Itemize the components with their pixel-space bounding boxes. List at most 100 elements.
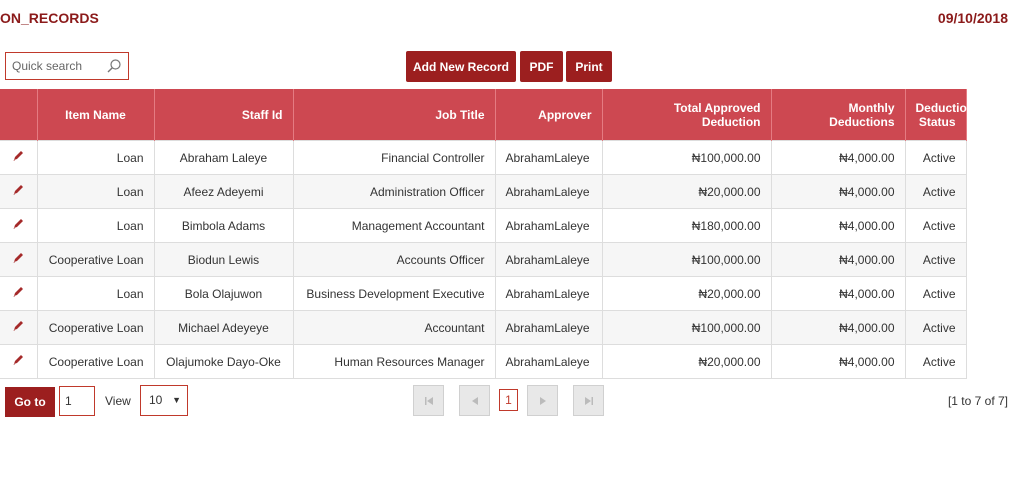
monthly-deductions-cell: ₦4,000.00 xyxy=(771,344,906,379)
col-header-total-approved-deduction[interactable]: Total Approved Deduction xyxy=(602,89,772,141)
job-title-cell: Administration Officer xyxy=(293,174,496,209)
deduction-status-cell: Active xyxy=(905,310,967,345)
staff-id-cell: Olajumoke Dayo-Oke xyxy=(154,344,294,379)
page-size-select[interactable]: 10 ▼ xyxy=(140,385,188,416)
deduction-status-cell: Active xyxy=(905,242,967,277)
approver-cell: AbrahamLaleye xyxy=(495,208,603,243)
records-table: Item Name Staff Id Job Title Approver To… xyxy=(0,89,974,379)
col-header-edit xyxy=(0,89,38,141)
next-page-icon xyxy=(539,396,546,405)
col-header-monthly-deductions[interactable]: Monthly Deductions xyxy=(771,89,906,141)
item-name-cell: Loan xyxy=(37,276,155,311)
item-name-cell: Loan xyxy=(37,174,155,209)
table-row[interactable]: Loan Bimbola Adams Management Accountant Ab… xyxy=(0,208,967,243)
pencil-icon[interactable] xyxy=(12,184,24,196)
pencil-icon[interactable] xyxy=(12,150,24,162)
item-name-cell: Cooperative Loan xyxy=(37,310,155,345)
current-date: 09/10/2018 xyxy=(937,10,1008,26)
pencil-icon[interactable] xyxy=(12,218,24,230)
staff-id-cell: Afeez Adeyemi xyxy=(154,174,294,209)
staff-id-cell: Bimbola Adams xyxy=(154,208,294,243)
pencil-icon[interactable] xyxy=(12,320,24,332)
edit-cell xyxy=(0,174,38,209)
table-row[interactable]: Loan Bola Olajuwon Business Development Ex… xyxy=(0,276,967,311)
total-approved-deduction-cell: ₦20,000.00 xyxy=(602,276,772,311)
staff-id-cell: Bola Olajuwon xyxy=(154,276,294,311)
total-approved-deduction-cell: ₦100,000.00 xyxy=(602,310,772,345)
pencil-icon[interactable] xyxy=(12,286,24,298)
approver-cell: AbrahamLaleye xyxy=(495,310,603,345)
deduction-status-cell: Active xyxy=(905,276,967,311)
table-row[interactable]: Cooperative Loan Michael Adeyeye Accountan… xyxy=(0,310,967,345)
edit-cell xyxy=(0,344,38,379)
add-new-record-button[interactable]: Add New Record xyxy=(406,51,516,82)
first-page-icon xyxy=(424,396,433,405)
monthly-deductions-cell: ₦4,000.00 xyxy=(771,174,906,209)
approver-cell: AbrahamLaleye xyxy=(495,174,603,209)
staff-id-cell: Abraham Laleye xyxy=(154,140,294,175)
previous-page-button[interactable] xyxy=(459,385,490,416)
last-page-button[interactable] xyxy=(573,385,604,416)
total-approved-deduction-cell: ₦100,000.00 xyxy=(602,242,772,277)
deduction-status-cell: Active xyxy=(905,344,967,379)
page-number-input[interactable]: 1 xyxy=(59,386,95,416)
caret-down-icon: ▼ xyxy=(172,395,181,405)
staff-id-cell: Michael Adeyeye xyxy=(154,310,294,345)
col-header-job-title[interactable]: Job Title xyxy=(293,89,496,141)
last-page-icon xyxy=(584,396,593,405)
job-title-cell: Accounts Officer xyxy=(293,242,496,277)
monthly-deductions-cell: ₦4,000.00 xyxy=(771,140,906,175)
table-row[interactable]: Loan Afeez Adeyemi Administration Officer A… xyxy=(0,174,967,209)
previous-page-icon xyxy=(471,396,478,405)
approver-cell: AbrahamLaleye xyxy=(495,242,603,277)
total-approved-deduction-cell: ₦100,000.00 xyxy=(602,140,772,175)
table-header-row: Item Name Staff Id Job Title Approver To… xyxy=(0,89,974,141)
table-row[interactable]: Loan Abraham Laleye Financial Controller Ab… xyxy=(0,140,967,175)
deduction-status-cell: Active xyxy=(905,174,967,209)
deduction-status-cell: Active xyxy=(905,208,967,243)
table-row[interactable]: Cooperative Loan Olajumoke Dayo-Oke Human … xyxy=(0,344,967,379)
page-size-value: 10 xyxy=(149,393,163,407)
item-name-cell: Loan xyxy=(37,140,155,175)
job-title-cell: Business Development Executive xyxy=(293,276,496,311)
monthly-deductions-cell: ₦4,000.00 xyxy=(771,208,906,243)
total-approved-deduction-cell: ₦20,000.00 xyxy=(602,174,772,209)
go-to-button[interactable]: Go to xyxy=(5,387,55,417)
search-input[interactable] xyxy=(6,53,114,79)
approver-cell: AbrahamLaleye xyxy=(495,140,603,175)
approver-cell: AbrahamLaleye xyxy=(495,344,603,379)
item-name-cell: Loan xyxy=(37,208,155,243)
search-icon[interactable] xyxy=(106,58,122,74)
deduction-status-cell: Active xyxy=(905,140,967,175)
item-name-cell: Cooperative Loan xyxy=(37,242,155,277)
current-page-indicator[interactable]: 1 xyxy=(499,389,518,411)
pdf-button[interactable]: PDF xyxy=(520,51,563,82)
total-approved-deduction-cell: ₦20,000.00 xyxy=(602,344,772,379)
job-title-cell: Accountant xyxy=(293,310,496,345)
page-title: ON_RECORDS xyxy=(0,10,99,26)
pencil-icon[interactable] xyxy=(12,354,24,366)
job-title-cell: Management Accountant xyxy=(293,208,496,243)
print-button[interactable]: Print xyxy=(566,51,612,82)
col-header-item-name[interactable]: Item Name xyxy=(37,89,155,141)
pencil-icon[interactable] xyxy=(12,252,24,264)
edit-cell xyxy=(0,208,38,243)
job-title-cell: Human Resources Manager xyxy=(293,344,496,379)
edit-cell xyxy=(0,140,38,175)
monthly-deductions-cell: ₦4,000.00 xyxy=(771,276,906,311)
total-approved-deduction-cell: ₦180,000.00 xyxy=(602,208,772,243)
quick-search[interactable] xyxy=(5,52,129,80)
record-range: [1 to 7 of 7] xyxy=(947,394,1008,408)
next-page-button[interactable] xyxy=(527,385,558,416)
first-page-button[interactable] xyxy=(413,385,444,416)
col-header-approver[interactable]: Approver xyxy=(495,89,603,141)
monthly-deductions-cell: ₦4,000.00 xyxy=(771,242,906,277)
item-name-cell: Cooperative Loan xyxy=(37,344,155,379)
approver-cell: AbrahamLaleye xyxy=(495,276,603,311)
col-header-deduction-status[interactable]: Deduction Status xyxy=(905,89,974,141)
monthly-deductions-cell: ₦4,000.00 xyxy=(771,310,906,345)
job-title-cell: Financial Controller xyxy=(293,140,496,175)
table-row[interactable]: Cooperative Loan Biodun Lewis Accounts Off… xyxy=(0,242,967,277)
col-header-staff-id[interactable]: Staff Id xyxy=(154,89,294,141)
edit-cell xyxy=(0,276,38,311)
